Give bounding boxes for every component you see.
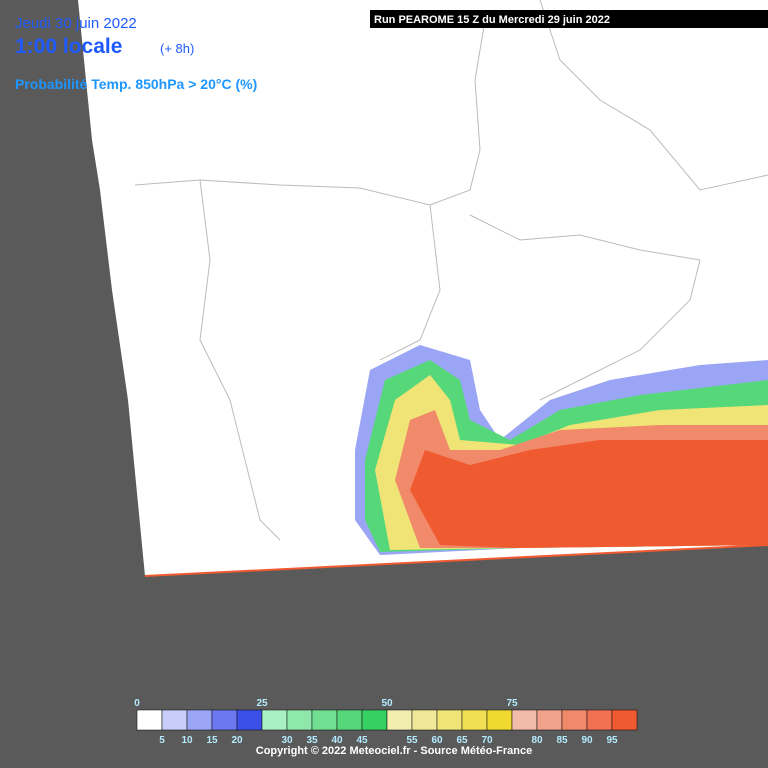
legend-swatch: [261, 709, 288, 731]
domain-edge: [144, 544, 768, 577]
legend-major-label: 75: [506, 698, 518, 709]
legend-swatch: [186, 709, 213, 731]
legend-major-label: 25: [256, 698, 268, 709]
legend-minor-label: 40: [331, 735, 343, 746]
legend-swatch: [136, 709, 163, 731]
time: 1:00 locale: [15, 35, 122, 58]
legend-minor-label: 30: [281, 735, 293, 746]
legend-minor-label: 15: [206, 735, 218, 746]
legend-swatch: [336, 709, 363, 731]
copyright: Copyright © 2022 Meteociel.fr - Source M…: [256, 745, 532, 757]
legend-minor-label: 90: [581, 735, 593, 746]
legend-swatch: [236, 709, 263, 731]
probability-field: [355, 345, 768, 555]
legend-swatch: [411, 709, 438, 731]
legend-minor-label: 35: [306, 735, 318, 746]
legend-swatch: [561, 709, 588, 731]
legend-minor-label: 95: [606, 735, 618, 746]
legend: 0 25 50 75 5 10 15 20 30 35 40 45 55 60 65 70 80 85 90 95: [134, 698, 638, 746]
legend-swatch: [486, 709, 513, 731]
legend-swatch: [586, 709, 613, 731]
legend-minor-label: 65: [456, 735, 468, 746]
legend-minor-label: 20: [231, 735, 243, 746]
legend-major-label: 0: [134, 698, 140, 709]
legend-major-label: 50: [381, 698, 393, 709]
legend-swatch: [611, 709, 638, 731]
legend-swatch: [361, 709, 388, 731]
legend-swatch: [211, 709, 238, 731]
legend-minor-label: 60: [431, 735, 443, 746]
legend-swatch: [386, 709, 413, 731]
legend-swatch: [161, 709, 188, 731]
legend-minor-label: 10: [181, 735, 193, 746]
run-box: [370, 10, 768, 28]
legend-swatch: [461, 709, 488, 731]
legend-minor-label: 55: [406, 735, 418, 746]
legend-minor-label: 45: [356, 735, 368, 746]
borders: [134, 0, 768, 541]
lead-time: (+ 8h): [160, 41, 194, 56]
legend-minor-label: 70: [481, 735, 493, 746]
date: Jeudi 30 juin 2022: [15, 15, 137, 32]
legend-swatch: [436, 709, 463, 731]
legend-minor-label: 85: [556, 735, 568, 746]
parameter: Probabilité Temp. 850hPa > 20°C (%): [15, 76, 257, 92]
legend-swatch: [511, 709, 538, 731]
legend-swatch: [311, 709, 338, 731]
run: Run PEAROME 15 Z du Mercredi 29 juin 202…: [374, 14, 610, 26]
legend-swatch: [536, 709, 563, 731]
legend-minor-label: 5: [159, 735, 165, 746]
legend-swatch: [286, 709, 313, 731]
legend-minor-label: 80: [531, 735, 543, 746]
